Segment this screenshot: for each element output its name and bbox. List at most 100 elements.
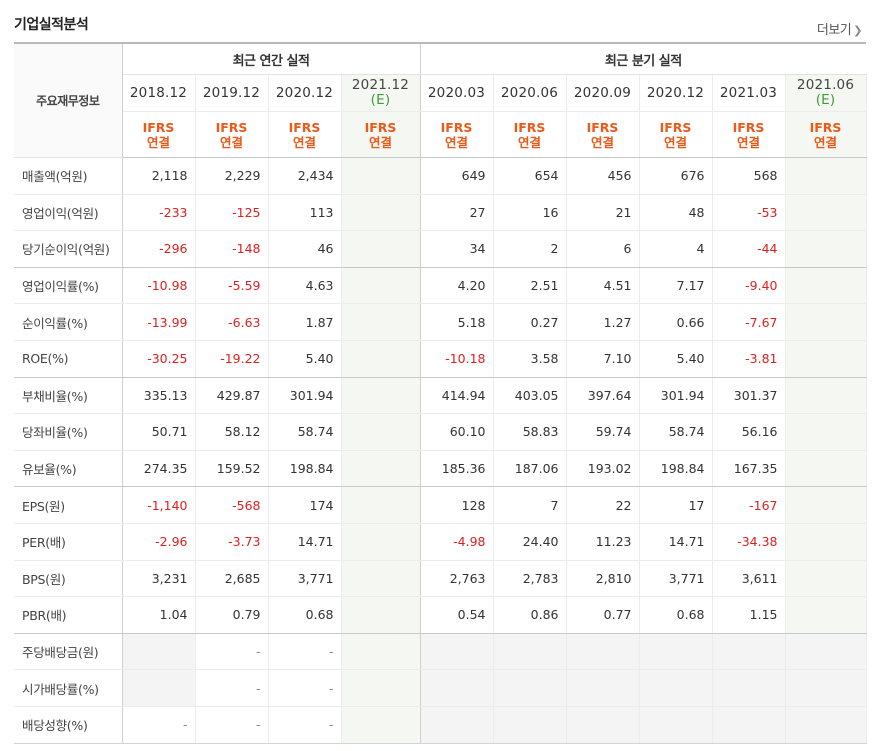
cell-value: 14.71 [639,523,713,561]
cell-value: 301.37 [712,377,786,415]
cell-value: 301.94 [639,377,713,415]
cell-value [341,303,421,341]
cell-value: - [268,669,342,707]
cell-value: 3,611 [712,560,786,598]
cell-value: 3,771 [268,560,342,598]
cell-value: 56.16 [712,413,786,451]
more-link-label[interactable]: 더보기 [816,23,852,38]
section-title: 기업실적분석 [14,17,89,33]
ifrs-label: IFRS [513,119,546,135]
cell-value: 2,810 [566,560,640,598]
cell-value [785,523,867,561]
ifrs-badge: IFRS 연결 [195,111,269,158]
cell-value: 2 [493,230,567,268]
cell-value: 6 [566,230,640,268]
period-label: 2020.09 [573,84,632,101]
row-label: 유보율(%) [14,450,123,488]
cell-value: 58.74 [268,413,342,451]
cell-value: 113 [268,194,342,232]
period-label: 2019.12 [202,84,261,101]
cell-value: 2,783 [493,560,567,598]
cell-value: - [268,706,342,744]
annual-group-header: 최근 연간 실적 [122,42,421,75]
cell-value: 7.17 [639,267,713,305]
cell-value: -167 [712,486,786,524]
consolidated-label: 연결 [736,134,760,150]
cell-value [566,633,640,671]
more-link[interactable]: 더보기 ❯ [816,19,863,38]
cell-value: 0.86 [493,596,567,634]
cell-value [420,706,494,744]
table-body: 매출액(억원) 2,118 2,229 2,434 649 654 456 676 568 영업이… [14,157,867,744]
cell-value [341,157,421,195]
cell-value: -1,140 [122,486,196,524]
cell-value [785,194,867,232]
cell-value [785,340,867,378]
table-row: 순이익률(%) -13.99 -6.63 1.87 5.18 0.27 1.27 0.66 -7… [14,303,867,341]
cell-value: 4.51 [566,267,640,305]
cell-value: 2,434 [268,157,342,195]
cell-value: 5.40 [639,340,713,378]
cell-value: -10.98 [122,267,196,305]
period-label: 2021.06 [796,77,855,93]
cell-value: 159.52 [195,450,269,488]
cell-value: 1.04 [122,596,196,634]
ifrs-badge: IFRS 연결 [268,111,342,158]
ifrs-badge: IFRS 연결 [122,111,196,158]
cell-value: 58.83 [493,413,567,451]
cell-value [341,230,421,268]
period-label: 2021.03 [719,84,778,101]
cell-value [712,633,786,671]
cell-value: 1.27 [566,303,640,341]
consolidated-label: 연결 [219,134,243,150]
cell-value [122,669,196,707]
cell-value: -44 [712,230,786,268]
cell-value [785,596,867,634]
cell-value: 0.27 [493,303,567,341]
cell-value: 3,231 [122,560,196,598]
consolidated-label: 연결 [814,134,838,150]
row-label: EPS(원) [14,486,123,524]
cell-value: 16 [493,194,567,232]
cell-value [785,706,867,744]
cell-value [341,340,421,378]
cell-value: 403.05 [493,377,567,415]
consolidated-label: 연결 [146,134,170,150]
ifrs-label: IFRS [215,119,248,135]
ifrs-label: IFRS [732,119,765,135]
period-header: 2021.06 (E) [785,74,867,112]
cell-value: 185.36 [420,450,494,488]
period-header: 2020.09 [566,74,640,112]
cell-value: 2,118 [122,157,196,195]
table-row: 당좌비율(%) 50.71 58.12 58.74 60.10 58.83 59.74 58.… [14,413,867,451]
cell-value: 48 [639,194,713,232]
cell-value: 198.84 [639,450,713,488]
cell-value [785,486,867,524]
cell-value [341,486,421,524]
ifrs-badge: IFRS 연결 [785,111,867,158]
row-label: 배당성향(%) [14,706,123,744]
cell-value: 193.02 [566,450,640,488]
consolidated-label: 연결 [368,134,392,150]
cell-value [785,267,867,305]
cell-value: 198.84 [268,450,342,488]
ifrs-badge: IFRS 연결 [712,111,786,158]
consolidated-label: 연결 [292,134,316,150]
ifrs-label: IFRS [440,119,473,135]
cell-value [785,377,867,415]
cell-value: -3.73 [195,523,269,561]
row-label: PBR(배) [14,596,123,634]
cell-value: 274.35 [122,450,196,488]
cell-value: 335.13 [122,377,196,415]
table-row: 배당성향(%) - - - [14,706,867,744]
cell-value: - [195,669,269,707]
cell-value: 2.51 [493,267,567,305]
cell-value: - [122,706,196,744]
cell-value: 0.79 [195,596,269,634]
table-row: 부채비율(%) 335.13 429.87 301.94 414.94 403.05 397… [14,377,867,415]
period-header: 2021.12 (E) [341,74,421,112]
cell-value: 3.58 [493,340,567,378]
cell-value: -233 [122,194,196,232]
cell-value [341,706,421,744]
cell-value [785,157,867,195]
